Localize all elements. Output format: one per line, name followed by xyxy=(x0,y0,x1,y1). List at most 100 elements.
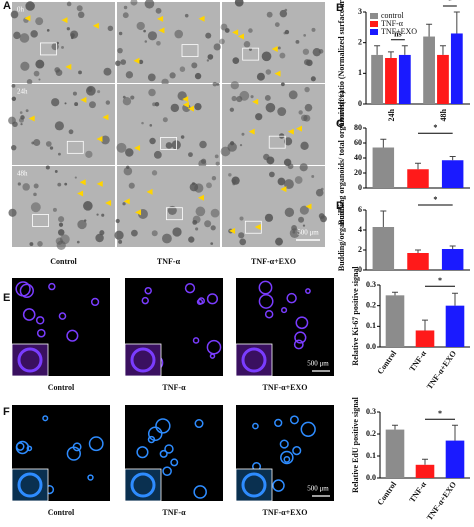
arrowhead xyxy=(92,22,99,29)
bar xyxy=(423,36,435,104)
inset-box xyxy=(66,140,84,154)
organoid xyxy=(234,0,244,7)
scale-label: 500 μm xyxy=(297,229,319,237)
organoid xyxy=(100,135,110,145)
organoid xyxy=(66,1,72,7)
bar xyxy=(415,330,435,347)
organoid xyxy=(180,135,185,139)
inset-organoid xyxy=(130,472,156,498)
organoid xyxy=(292,446,302,456)
organoid xyxy=(250,95,254,99)
organoid xyxy=(57,229,65,236)
organoid xyxy=(85,150,93,158)
micrograph xyxy=(12,2,115,83)
panel-letter: E xyxy=(3,292,10,304)
organoid xyxy=(305,288,311,294)
organoid xyxy=(170,458,179,467)
organoid xyxy=(122,96,132,106)
organoid xyxy=(311,27,316,32)
organoid xyxy=(239,238,247,246)
significance-label: * xyxy=(433,123,437,132)
error-bar xyxy=(374,45,381,55)
error-bar xyxy=(452,292,458,306)
organoid xyxy=(15,442,25,451)
micrograph xyxy=(117,2,220,83)
organoid xyxy=(280,307,288,314)
y-tick-label: 0.1 xyxy=(366,451,376,460)
y-axis-label: Relative Ki-67 positive signal xyxy=(351,266,360,366)
legend-label: TNF-α xyxy=(381,19,404,28)
organoid xyxy=(236,96,243,103)
inset-box xyxy=(160,136,177,150)
x-tick-label: Control xyxy=(376,348,399,376)
panel-letter: C xyxy=(336,118,344,130)
scale-label: 500 μm xyxy=(307,485,329,493)
organoid xyxy=(58,222,64,227)
organoid xyxy=(105,100,111,105)
arrowhead xyxy=(105,200,112,207)
arrowhead xyxy=(80,96,87,103)
organoid xyxy=(70,36,74,40)
organoid xyxy=(205,32,212,39)
organoid xyxy=(274,22,280,27)
organoid xyxy=(143,29,146,33)
organoid xyxy=(22,308,36,321)
legend-label: TNF+EXO xyxy=(381,27,417,36)
y-axis-label: Budding/organoid xyxy=(337,208,346,271)
organoid xyxy=(210,242,214,245)
organoid xyxy=(284,179,294,190)
column-label: TNF-α+EXO xyxy=(262,383,307,392)
organoid xyxy=(239,144,243,147)
arrowhead xyxy=(296,125,303,132)
significance-label: * xyxy=(438,276,442,285)
error-bar xyxy=(422,458,428,465)
column-label: TNF-α xyxy=(162,383,186,392)
organoid xyxy=(162,466,172,476)
column-label: Control xyxy=(48,383,75,392)
organoid xyxy=(125,71,134,79)
organoid xyxy=(11,96,17,101)
organoid xyxy=(95,233,104,243)
error-bar xyxy=(449,156,456,161)
organoid xyxy=(192,215,201,224)
organoid xyxy=(57,182,62,187)
organoid xyxy=(279,9,288,18)
organoid xyxy=(300,141,309,151)
organoid xyxy=(144,40,148,43)
y-tick-label: 2 xyxy=(358,37,362,46)
significance-label: ns xyxy=(394,30,402,39)
organoid xyxy=(295,39,300,44)
organoid xyxy=(155,418,171,434)
organoid xyxy=(302,48,310,55)
organoid xyxy=(103,67,112,76)
bar xyxy=(385,295,405,347)
organoid xyxy=(159,449,168,458)
arrowhead xyxy=(158,27,165,34)
organoid xyxy=(302,224,306,227)
organoid xyxy=(194,419,204,429)
organoid xyxy=(12,121,18,128)
organoid xyxy=(147,73,156,82)
organoid xyxy=(277,46,281,50)
arrowhead xyxy=(232,29,239,36)
inset-box xyxy=(40,42,57,56)
organoid xyxy=(165,142,173,149)
inset-box xyxy=(32,214,49,227)
organoid xyxy=(83,201,93,211)
organoid xyxy=(54,170,58,173)
organoid xyxy=(77,11,85,19)
bar xyxy=(398,54,411,104)
organoid xyxy=(33,138,41,147)
organoid xyxy=(115,60,121,67)
arrowhead xyxy=(65,63,72,70)
organoid xyxy=(196,298,204,306)
organoid xyxy=(214,154,219,159)
organoid xyxy=(74,176,77,179)
organoid xyxy=(294,176,303,184)
organoid xyxy=(114,230,124,240)
organoid xyxy=(291,225,297,231)
legend-swatch xyxy=(370,21,378,27)
organoid xyxy=(243,40,251,48)
organoid xyxy=(264,94,271,101)
